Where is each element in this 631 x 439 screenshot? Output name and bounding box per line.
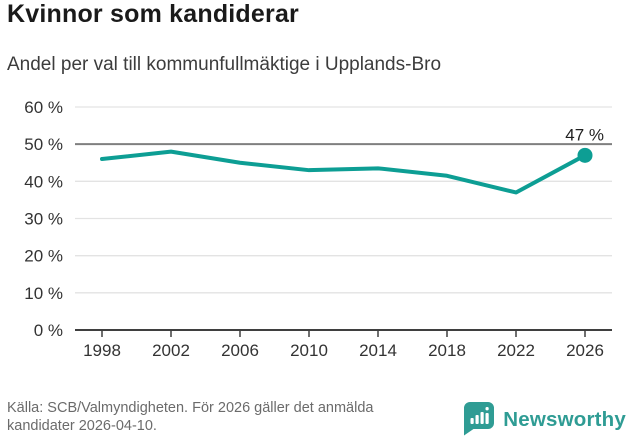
- source-note: Källa: SCB/Valmyndigheten. För 2026 gäll…: [7, 399, 373, 435]
- brand-name: Newsworthy: [503, 407, 626, 431]
- chart-end-dot: [577, 147, 593, 163]
- y-axis-label: 10 %: [24, 284, 63, 303]
- x-axis-label: 2018: [428, 341, 466, 360]
- line-chart: 0 % 10 % 20 % 30 % 40 % 50 % 60 % 1998 2002 2006 2…: [0, 93, 631, 370]
- x-axis-label: 2014: [359, 341, 397, 360]
- logo-bubble-shape: [464, 402, 495, 436]
- x-axis-label: 2002: [152, 341, 190, 360]
- source-note-line: kandidater 2026-04-10.: [7, 418, 157, 434]
- page-title: Kvinnor som kandiderar: [7, 0, 299, 28]
- page-subtitle: Andel per val till kommunfullmäktige i U…: [7, 54, 442, 75]
- y-axis-label: 30 %: [24, 210, 63, 229]
- newsworthy-logo-icon: [464, 402, 495, 437]
- y-axis-label: 0 %: [34, 321, 63, 340]
- x-axis-label: 1998: [83, 341, 121, 360]
- footer: Källa: SCB/Valmyndigheten. För 2026 gäll…: [7, 399, 626, 437]
- x-axis-label: 2026: [566, 341, 604, 360]
- y-axis-label: 40 %: [24, 172, 63, 191]
- logo-bars-icon: [470, 407, 489, 424]
- line-chart-svg: 0 % 10 % 20 % 30 % 40 % 50 % 60 % 1998 2002 2006 2…: [24, 98, 612, 360]
- last-value-label: 47 %: [565, 125, 604, 144]
- y-axis-label: 60 %: [24, 98, 63, 117]
- x-axis-label: 2010: [290, 341, 328, 360]
- x-axis-label: 2006: [221, 341, 259, 360]
- y-axis-label: 20 %: [24, 247, 63, 266]
- newsworthy-logo[interactable]: Newsworthy: [464, 402, 626, 437]
- source-note-line: Källa: SCB/Valmyndigheten. För 2026 gäll…: [7, 400, 374, 416]
- x-axis-label: 2022: [497, 341, 535, 360]
- y-axis-label: 50 %: [24, 135, 63, 154]
- chart-line: [100, 149, 587, 195]
